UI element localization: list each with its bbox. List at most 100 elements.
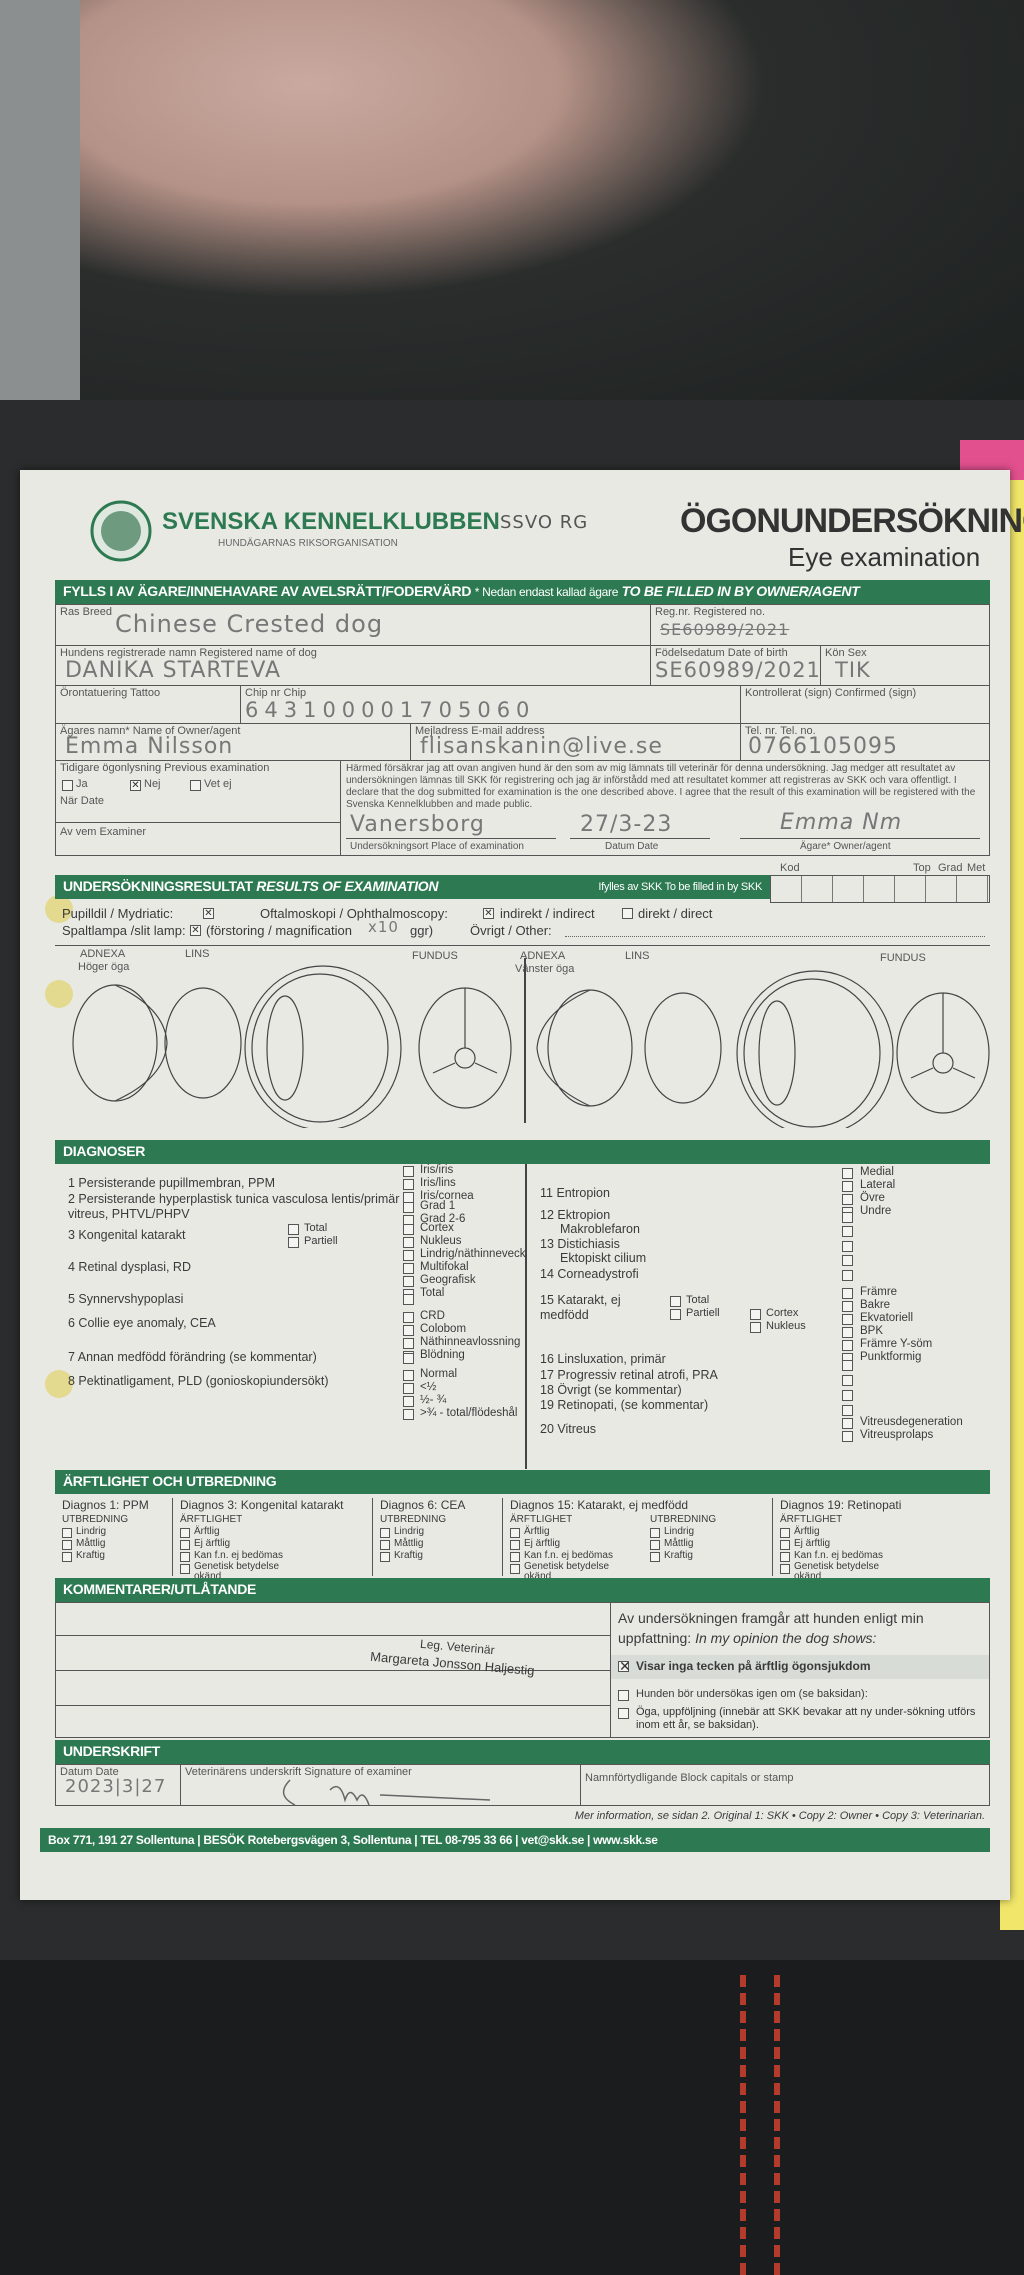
prev-vetej-checkbox[interactable] bbox=[190, 780, 201, 791]
diagnosis-checkbox[interactable] bbox=[842, 1327, 853, 1338]
date-value[interactable]: 27/3-23 bbox=[580, 812, 673, 837]
heredity-checkbox[interactable] bbox=[510, 1540, 520, 1550]
diagnosis-checkbox[interactable] bbox=[842, 1418, 853, 1429]
heredity-checkbox[interactable] bbox=[780, 1564, 790, 1574]
dogname-value[interactable]: DANIKA STARTEVA bbox=[65, 658, 282, 683]
followup-checkbox[interactable] bbox=[618, 1708, 629, 1719]
heredity-checkbox[interactable] bbox=[650, 1552, 660, 1562]
diagnosis-checkbox[interactable] bbox=[403, 1250, 414, 1261]
diagnosis-checkbox[interactable] bbox=[403, 1263, 414, 1274]
sex-value[interactable]: TIK bbox=[835, 658, 871, 682]
heredity-checkbox[interactable] bbox=[180, 1552, 190, 1562]
direct-checkbox[interactable] bbox=[622, 908, 633, 919]
diagnosis-checkbox[interactable] bbox=[842, 1168, 853, 1179]
heredity-checkbox[interactable] bbox=[510, 1564, 520, 1574]
slit-lamp-checkbox[interactable]: ✕ bbox=[190, 925, 201, 936]
diagnosis-checkbox[interactable] bbox=[403, 1166, 414, 1177]
diagnosis-checkbox[interactable] bbox=[403, 1396, 414, 1407]
heredity-checkbox[interactable] bbox=[650, 1540, 660, 1550]
diagnosis-checkbox[interactable] bbox=[403, 1276, 414, 1287]
heredity-checkbox[interactable] bbox=[780, 1528, 790, 1538]
heredity-checkbox[interactable] bbox=[380, 1552, 390, 1562]
diagnosis-checkbox[interactable] bbox=[403, 1338, 414, 1349]
diagnosis-label: 8 Pektinatligament, PLD (gonioskopiunder… bbox=[68, 1374, 329, 1388]
diagnosis-option: Iris/iris bbox=[420, 1164, 454, 1176]
diagnosis-checkbox[interactable] bbox=[842, 1212, 853, 1223]
kod-boxes[interactable] bbox=[770, 875, 990, 903]
heredity-checkbox[interactable] bbox=[780, 1552, 790, 1562]
heredity-checkbox[interactable] bbox=[180, 1528, 190, 1538]
sign-date-value[interactable]: 2023|3|27 bbox=[65, 1776, 167, 1797]
heredity-option: Ärftlig bbox=[794, 1526, 820, 1537]
diagnosis-label: 15 Katarakt, ej medfödd bbox=[540, 1293, 621, 1322]
diagnosis-checkbox[interactable] bbox=[842, 1181, 853, 1192]
diagnosis-checkbox[interactable] bbox=[403, 1312, 414, 1323]
heredity-group-head: UTBREDNING bbox=[62, 1514, 129, 1525]
heredity-checkbox[interactable] bbox=[510, 1528, 520, 1538]
prev-ja-checkbox[interactable] bbox=[62, 780, 73, 791]
magnification-value[interactable]: x10 bbox=[368, 918, 399, 936]
prev-nej-checkbox[interactable]: ✕ bbox=[130, 780, 141, 791]
vet-signature bbox=[282, 1779, 491, 1806]
diagnosis-checkbox[interactable] bbox=[842, 1314, 853, 1325]
diagnosis-checkbox[interactable] bbox=[403, 1353, 414, 1364]
sub-checkbox[interactable] bbox=[288, 1224, 299, 1235]
diagnosis-checkbox[interactable] bbox=[842, 1340, 853, 1351]
diagnosis-checkbox[interactable] bbox=[403, 1370, 414, 1381]
diagnosis-checkbox[interactable] bbox=[842, 1255, 853, 1266]
heredity-checkbox[interactable] bbox=[380, 1528, 390, 1538]
breed-value[interactable]: Chinese Crested dog bbox=[115, 610, 384, 638]
block-capitals-field[interactable] bbox=[585, 1785, 985, 1805]
diagnosis-checkbox[interactable] bbox=[842, 1194, 853, 1205]
heredity-checkbox[interactable] bbox=[62, 1552, 72, 1562]
other-field[interactable] bbox=[565, 936, 985, 937]
reexamine-checkbox[interactable] bbox=[618, 1690, 629, 1701]
sub-checkbox[interactable] bbox=[670, 1296, 681, 1307]
chip-value[interactable]: 643100001705060 bbox=[245, 698, 536, 722]
diagnosis-checkbox[interactable] bbox=[403, 1409, 414, 1420]
diagnosis-option: Näthinneavlossning bbox=[420, 1336, 521, 1348]
mydriatic-checkbox[interactable]: ✕ bbox=[203, 908, 214, 919]
diagnosis-checkbox[interactable] bbox=[842, 1226, 853, 1237]
heredity-checkbox[interactable] bbox=[62, 1528, 72, 1538]
heredity-group-head: UTBREDNING bbox=[380, 1514, 447, 1525]
diagnosis-checkbox[interactable] bbox=[842, 1375, 853, 1386]
owner-signature[interactable]: Emma Nm bbox=[780, 810, 903, 835]
lins-right-label: LINS bbox=[185, 948, 210, 960]
no-signs-checkbox[interactable]: ✕ bbox=[618, 1658, 631, 1674]
diagnosis-checkbox[interactable] bbox=[842, 1241, 853, 1252]
diagnosis-checkbox[interactable] bbox=[403, 1224, 414, 1235]
heredity-checkbox[interactable] bbox=[380, 1540, 390, 1550]
heredity-checkbox[interactable] bbox=[62, 1540, 72, 1550]
sub-checkbox[interactable] bbox=[750, 1309, 761, 1320]
heredity-checkbox[interactable] bbox=[510, 1552, 520, 1562]
owner-value[interactable]: Emma Nilsson bbox=[65, 734, 234, 759]
diagnosis-checkbox[interactable] bbox=[403, 1179, 414, 1190]
sub-checkbox[interactable] bbox=[288, 1237, 299, 1248]
email-value[interactable]: flisanskanin@live.se bbox=[420, 734, 663, 759]
diagnosis-checkbox[interactable] bbox=[842, 1288, 853, 1299]
tel-value[interactable]: 0766105095 bbox=[748, 734, 898, 759]
dob-value[interactable]: SE60989/2021 bbox=[655, 658, 821, 682]
regno-value[interactable]: SE60989/2021 bbox=[660, 620, 790, 639]
heredity-checkbox[interactable] bbox=[180, 1540, 190, 1550]
indirect-checkbox[interactable]: ✕ bbox=[483, 908, 494, 919]
heredity-checkbox[interactable] bbox=[650, 1528, 660, 1538]
sub-checkbox[interactable] bbox=[750, 1322, 761, 1333]
heredity-checkbox[interactable] bbox=[780, 1540, 790, 1550]
sub-checkbox[interactable] bbox=[670, 1309, 681, 1320]
diagnosis-checkbox[interactable] bbox=[842, 1390, 853, 1401]
diagnosis-checkbox[interactable] bbox=[842, 1270, 853, 1281]
diagnosis-checkbox[interactable] bbox=[403, 1383, 414, 1394]
place-value[interactable]: Vanersborg bbox=[350, 812, 485, 837]
diagnosis-checkbox[interactable] bbox=[842, 1431, 853, 1442]
diagnosis-checkbox[interactable] bbox=[403, 1294, 414, 1305]
diagnosis-checkbox[interactable] bbox=[403, 1237, 414, 1248]
diagnosis-checkbox[interactable] bbox=[403, 1325, 414, 1336]
heredity-checkbox[interactable] bbox=[180, 1564, 190, 1574]
diagnosis-checkbox[interactable] bbox=[842, 1405, 853, 1416]
diagnosis-checkbox[interactable] bbox=[403, 1202, 414, 1213]
diagnosis-checkbox[interactable] bbox=[842, 1301, 853, 1312]
diagnosis-checkbox[interactable] bbox=[842, 1360, 853, 1371]
heredity-option: Kraftig bbox=[394, 1550, 423, 1561]
